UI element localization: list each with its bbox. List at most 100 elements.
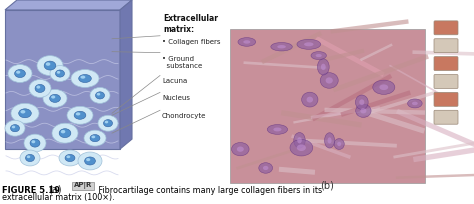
Ellipse shape <box>325 133 335 148</box>
Ellipse shape <box>11 103 39 123</box>
Ellipse shape <box>243 40 250 44</box>
Ellipse shape <box>78 152 102 170</box>
Ellipse shape <box>86 158 91 161</box>
Ellipse shape <box>90 88 110 103</box>
Ellipse shape <box>412 102 418 105</box>
Ellipse shape <box>50 94 60 102</box>
Ellipse shape <box>95 92 104 99</box>
Text: Extracellular
matrix:: Extracellular matrix: <box>163 14 218 34</box>
Ellipse shape <box>277 45 286 48</box>
Ellipse shape <box>237 146 244 152</box>
Ellipse shape <box>307 97 313 103</box>
Text: AP|R: AP|R <box>74 182 92 189</box>
Ellipse shape <box>61 130 65 133</box>
Ellipse shape <box>37 56 63 75</box>
Ellipse shape <box>67 106 93 124</box>
Ellipse shape <box>316 54 322 57</box>
Ellipse shape <box>334 139 344 150</box>
Ellipse shape <box>326 77 333 84</box>
Ellipse shape <box>81 76 85 79</box>
Ellipse shape <box>232 143 249 156</box>
Ellipse shape <box>35 84 45 92</box>
Ellipse shape <box>98 115 118 131</box>
Ellipse shape <box>328 137 332 143</box>
Ellipse shape <box>271 42 292 51</box>
Ellipse shape <box>31 140 35 143</box>
Ellipse shape <box>90 134 100 142</box>
Text: extracellular matrix (100×).: extracellular matrix (100×). <box>2 193 115 202</box>
Ellipse shape <box>50 65 70 81</box>
Text: • Ground
  substance: • Ground substance <box>162 56 202 69</box>
Ellipse shape <box>301 92 318 107</box>
Ellipse shape <box>356 104 371 117</box>
Ellipse shape <box>297 144 306 151</box>
Ellipse shape <box>20 110 25 113</box>
Ellipse shape <box>359 99 365 105</box>
Ellipse shape <box>71 70 99 88</box>
Ellipse shape <box>29 80 51 97</box>
Ellipse shape <box>238 38 255 46</box>
Ellipse shape <box>16 71 20 74</box>
Ellipse shape <box>15 70 26 78</box>
Ellipse shape <box>304 42 313 46</box>
Bar <box>72 182 94 190</box>
Text: Lacuna: Lacuna <box>162 79 187 84</box>
Ellipse shape <box>297 137 302 143</box>
Ellipse shape <box>321 64 326 70</box>
Ellipse shape <box>57 71 60 74</box>
Ellipse shape <box>52 123 78 143</box>
FancyBboxPatch shape <box>434 110 458 124</box>
Text: FIGURE 5.19: FIGURE 5.19 <box>2 186 60 195</box>
Ellipse shape <box>408 99 422 108</box>
Ellipse shape <box>20 150 40 166</box>
Text: Nucleus: Nucleus <box>162 95 190 101</box>
Text: Fibrocartilage contains many large collagen fibers in its: Fibrocartilage contains many large colla… <box>96 186 322 195</box>
Ellipse shape <box>66 155 70 158</box>
Ellipse shape <box>79 74 91 83</box>
Ellipse shape <box>55 70 64 77</box>
Ellipse shape <box>5 120 25 136</box>
Ellipse shape <box>273 128 282 131</box>
Ellipse shape <box>267 125 288 134</box>
FancyBboxPatch shape <box>434 21 458 35</box>
Text: (a): (a) <box>48 185 62 195</box>
Ellipse shape <box>18 109 31 118</box>
Ellipse shape <box>8 65 32 82</box>
Ellipse shape <box>294 133 305 148</box>
Ellipse shape <box>74 111 86 119</box>
Ellipse shape <box>84 157 95 165</box>
Ellipse shape <box>10 125 19 132</box>
Ellipse shape <box>103 120 112 127</box>
Ellipse shape <box>44 61 56 70</box>
Ellipse shape <box>290 140 313 156</box>
FancyBboxPatch shape <box>434 92 458 106</box>
FancyBboxPatch shape <box>434 39 458 53</box>
Ellipse shape <box>263 166 268 170</box>
Ellipse shape <box>24 134 46 152</box>
Ellipse shape <box>259 163 273 173</box>
Bar <box>230 29 425 183</box>
Ellipse shape <box>91 135 95 138</box>
Ellipse shape <box>46 62 50 66</box>
Ellipse shape <box>76 112 80 115</box>
Polygon shape <box>5 0 132 10</box>
Ellipse shape <box>26 154 35 162</box>
Ellipse shape <box>97 93 100 96</box>
Ellipse shape <box>59 129 71 138</box>
Ellipse shape <box>337 142 341 146</box>
Ellipse shape <box>318 59 329 75</box>
Ellipse shape <box>311 52 327 60</box>
Ellipse shape <box>373 80 395 94</box>
Polygon shape <box>5 10 120 149</box>
FancyBboxPatch shape <box>434 74 458 88</box>
Ellipse shape <box>356 95 368 109</box>
Ellipse shape <box>27 155 30 158</box>
Ellipse shape <box>105 121 108 123</box>
Ellipse shape <box>65 154 75 162</box>
Ellipse shape <box>30 139 40 147</box>
Ellipse shape <box>43 89 67 107</box>
Ellipse shape <box>297 39 320 49</box>
Ellipse shape <box>84 130 106 146</box>
Ellipse shape <box>360 108 366 113</box>
Polygon shape <box>120 0 132 149</box>
